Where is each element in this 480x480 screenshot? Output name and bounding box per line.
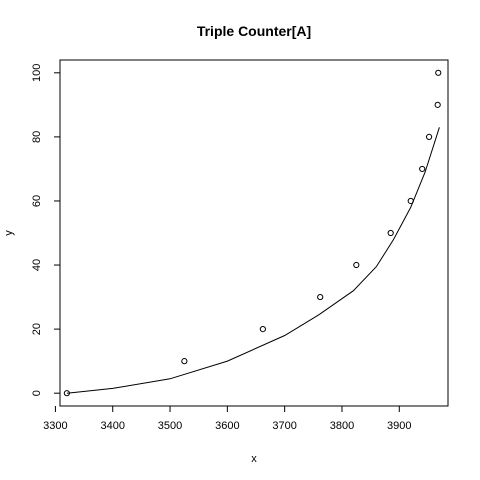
data-point <box>181 358 188 365</box>
y-tick-label: 0 <box>31 390 43 396</box>
y-axis: 0 20 40 60 80 100 <box>31 64 60 396</box>
y-tick-label: 60 <box>31 195 43 207</box>
x-tick-label: 3400 <box>100 420 124 432</box>
x-axis-label: x <box>251 453 257 465</box>
data-point <box>353 261 360 269</box>
fitted-curve-layer <box>66 127 440 394</box>
data-point <box>63 390 70 397</box>
data-point <box>435 69 442 76</box>
x-tick-label: 3500 <box>158 420 182 432</box>
data-point <box>317 293 324 301</box>
y-tick-label: 100 <box>31 64 43 82</box>
y-tick-label: 20 <box>31 323 43 335</box>
data-point <box>434 101 441 108</box>
x-tick-label: 3900 <box>387 420 411 432</box>
x-tick-label: 3300 <box>43 420 67 432</box>
x-tick-label: 3600 <box>215 420 239 432</box>
y-tick-label: 80 <box>31 131 43 143</box>
y-tick-label: 40 <box>31 259 43 271</box>
data-point <box>259 326 266 333</box>
y-axis-label: y <box>3 230 15 236</box>
data-point <box>425 133 433 140</box>
fitted-curve <box>66 127 440 394</box>
data-point <box>387 229 394 237</box>
x-tick-label: 3800 <box>330 420 354 432</box>
data-point <box>407 197 414 205</box>
points-layer <box>63 69 442 397</box>
data-point <box>419 165 426 173</box>
x-axis: 3300 3400 3500 3600 3700 3800 3900 <box>43 406 412 432</box>
x-tick-label: 3700 <box>272 420 296 432</box>
plot-frame <box>59 59 449 407</box>
chart-title: Triple Counter[A] <box>197 23 311 39</box>
